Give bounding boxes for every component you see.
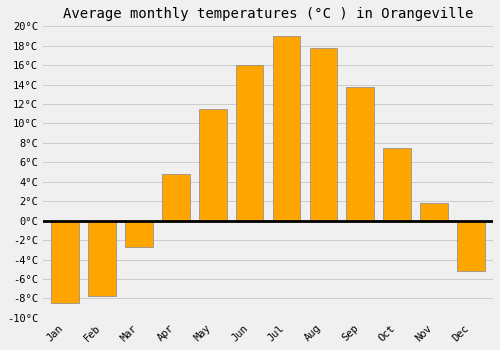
Bar	[125, 220, 153, 247]
Title: Average monthly temperatures (°C ) in Orangeville: Average monthly temperatures (°C ) in Or…	[63, 7, 473, 21]
Bar	[272, 36, 300, 220]
Bar	[457, 220, 485, 271]
Bar	[199, 109, 226, 220]
Bar	[384, 148, 411, 220]
Bar	[420, 203, 448, 220]
Bar	[162, 174, 190, 220]
Bar	[310, 48, 337, 220]
Bar	[346, 86, 374, 220]
Bar	[236, 65, 264, 220]
Bar	[52, 220, 79, 303]
Bar	[88, 220, 116, 296]
